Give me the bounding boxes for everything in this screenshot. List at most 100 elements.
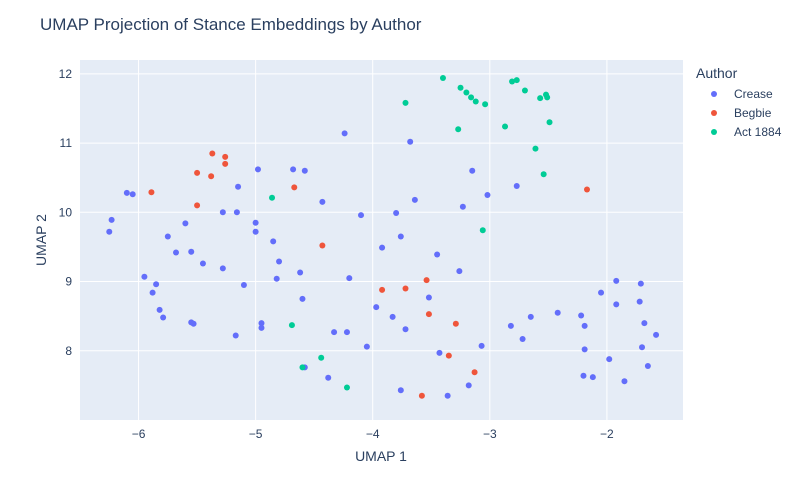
plot-area xyxy=(80,60,683,420)
y-tick-label: 11 xyxy=(60,136,73,150)
x-tick-label: −4 xyxy=(366,427,380,441)
data-point xyxy=(402,285,409,292)
data-point xyxy=(578,312,585,319)
data-point xyxy=(325,374,332,381)
data-point xyxy=(258,320,265,327)
data-point xyxy=(141,273,148,280)
data-point xyxy=(343,384,350,391)
data-point xyxy=(521,87,528,94)
data-point xyxy=(613,301,620,308)
data-point xyxy=(389,313,396,320)
data-point xyxy=(379,244,386,251)
legend-label: Crease xyxy=(734,87,773,101)
y-tick-label: 10 xyxy=(59,205,73,219)
legend-item[interactable]: Begbie xyxy=(711,106,772,120)
data-point xyxy=(606,356,613,363)
data-point xyxy=(581,322,588,329)
data-point xyxy=(173,249,180,256)
data-point xyxy=(484,192,491,198)
data-point xyxy=(343,329,350,336)
y-tick-label: 9 xyxy=(65,275,72,289)
data-point xyxy=(639,344,646,351)
data-point xyxy=(106,228,113,235)
data-point xyxy=(290,166,297,173)
series-act-1884 xyxy=(269,75,553,391)
legend-marker xyxy=(711,110,717,116)
data-point xyxy=(222,160,229,167)
data-point xyxy=(423,277,430,284)
data-point xyxy=(123,189,130,196)
data-point xyxy=(457,84,464,91)
data-point xyxy=(653,331,660,338)
data-point xyxy=(252,219,259,226)
data-point xyxy=(537,95,544,102)
data-point xyxy=(393,210,400,216)
data-point xyxy=(479,227,486,234)
data-point xyxy=(190,320,197,327)
data-point xyxy=(270,238,277,245)
data-point xyxy=(346,275,353,282)
x-axis-ticks: −6 −5 −4 −3 −2 xyxy=(132,427,614,441)
data-point xyxy=(269,194,276,201)
data-point xyxy=(341,130,348,137)
data-point xyxy=(463,89,470,96)
grid xyxy=(80,60,683,420)
data-point xyxy=(407,138,414,145)
data-point xyxy=(331,329,338,336)
data-point xyxy=(482,101,489,108)
legend-items: Crease Begbie Act 1884 xyxy=(711,87,782,139)
data-point xyxy=(455,126,462,133)
data-point xyxy=(452,320,459,327)
data-point xyxy=(240,282,247,288)
data-point xyxy=(468,94,475,101)
data-point xyxy=(208,173,215,180)
data-point xyxy=(153,281,160,288)
data-point xyxy=(636,298,643,305)
data-point xyxy=(540,171,547,178)
data-point xyxy=(478,342,485,349)
data-point xyxy=(444,392,451,399)
legend-item[interactable]: Crease xyxy=(711,87,773,101)
data-point xyxy=(513,183,520,189)
data-point xyxy=(199,260,206,267)
data-point xyxy=(379,286,386,293)
x-tick-label: −5 xyxy=(249,427,263,441)
legend: Author Crease Begbie Act 1884 xyxy=(696,65,782,139)
data-point xyxy=(129,191,136,198)
data-point xyxy=(254,166,261,173)
data-point xyxy=(148,189,155,196)
y-axis-title: UMAP 2 xyxy=(33,214,49,266)
legend-label: Act 1884 xyxy=(734,125,782,139)
data-point xyxy=(402,99,409,106)
data-point xyxy=(299,295,306,302)
legend-marker xyxy=(711,129,717,135)
data-point xyxy=(554,309,561,316)
data-point xyxy=(363,343,370,350)
data-point xyxy=(358,212,365,219)
data-point xyxy=(641,320,648,327)
y-axis-ticks: 8 9 10 11 12 xyxy=(59,67,73,358)
data-point xyxy=(297,269,304,276)
data-point xyxy=(219,209,226,216)
data-point xyxy=(209,150,216,157)
data-point xyxy=(397,387,404,394)
data-point xyxy=(252,228,259,235)
data-point xyxy=(164,233,171,240)
data-point xyxy=(436,349,443,356)
data-point xyxy=(318,354,325,361)
data-point xyxy=(288,322,295,329)
data-point xyxy=(273,275,280,282)
data-point xyxy=(544,94,551,101)
data-point xyxy=(319,198,326,205)
legend-item[interactable]: Act 1884 xyxy=(711,125,782,139)
data-point xyxy=(258,324,265,331)
data-point xyxy=(232,332,239,339)
y-tick-label: 12 xyxy=(59,67,73,81)
legend-marker xyxy=(711,91,717,97)
data-point xyxy=(637,280,644,287)
data-point xyxy=(598,289,605,296)
data-point xyxy=(459,203,466,210)
data-point xyxy=(507,322,514,329)
